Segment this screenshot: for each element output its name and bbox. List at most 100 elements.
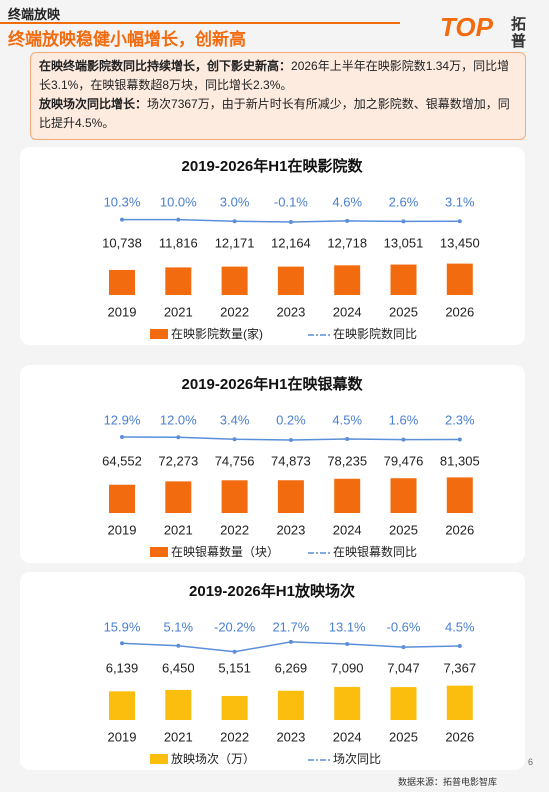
chart-title: 2019-2026年H1在映影院数 (182, 157, 364, 175)
line-label: 1.6% (389, 412, 419, 427)
logo-text: 拓普 (511, 16, 527, 50)
x-tick-label: 2019 (108, 522, 137, 537)
bar-label: 11,816 (159, 235, 198, 250)
line-label: -20.2% (214, 619, 256, 634)
bar-label: 12,164 (271, 235, 311, 250)
divider (0, 22, 400, 24)
bar (221, 480, 248, 513)
line-marker (457, 219, 462, 224)
bar-label: 79,476 (384, 453, 424, 468)
bar-label: 72,273 (158, 453, 198, 468)
x-tick-label: 2025 (389, 522, 418, 537)
line-label: 5.1% (163, 619, 193, 634)
line-marker (232, 649, 237, 654)
summary-paragraph: 放映场次同比增长：场次7367万，由于新片时长有所减少，加之影院数、银幕数增加，… (39, 95, 517, 133)
bar (165, 481, 192, 513)
line-marker (176, 435, 181, 440)
x-tick-label: 2025 (389, 304, 418, 319)
bar (221, 695, 248, 720)
logo: TOP (440, 12, 493, 42)
line-marker (120, 434, 124, 439)
bar (165, 689, 192, 720)
bar (334, 265, 361, 295)
section-label: 终端放映 (8, 7, 61, 22)
chart-card (20, 147, 525, 345)
bar (390, 687, 417, 720)
line-label: 4.6% (332, 194, 362, 209)
line-label: 15.9% (104, 619, 141, 634)
bar-label: 74,756 (215, 453, 255, 468)
bar-label: 78,235 (327, 453, 367, 468)
line-label: 10.0% (160, 194, 197, 209)
x-tick-label: 2019 (108, 304, 137, 319)
line-label: 12.0% (160, 412, 197, 427)
line-label: -0.6% (387, 619, 421, 634)
line-label: -0.1% (274, 194, 308, 209)
legend-label: 场次同比 (333, 752, 381, 766)
legend-label: 在映银幕数同比 (333, 544, 417, 559)
source: 数据来源：拓普电影智库 (398, 777, 498, 787)
line-label: 3.1% (445, 194, 475, 209)
bar-label: 12,718 (327, 235, 367, 250)
x-tick-label: 2023 (276, 304, 305, 319)
summary-text: 场次7367万，由于新片时长有所减少，加之影院数、银幕数增加，同比提升4.5%。 (39, 97, 510, 130)
x-tick-label: 2026 (445, 522, 474, 537)
x-tick-label: 2024 (333, 729, 362, 744)
line-marker (345, 641, 350, 646)
x-tick-label: 2019 (108, 729, 137, 744)
line-marker (120, 641, 124, 646)
summary-box: 在映终端影院数同比持续增长，创下影史新高：2026年上半年在映影院数1.34万，… (30, 52, 526, 140)
x-tick-label: 2023 (276, 522, 305, 537)
legend-label: 在映银幕数量（块） (171, 544, 279, 559)
legend-swatch (150, 329, 168, 339)
bar (109, 269, 135, 295)
chart-title: 2019-2026年H1在映银幕数 (182, 375, 364, 393)
x-tick-label: 2022 (220, 304, 249, 319)
line-label: 12.9% (104, 412, 141, 427)
line-marker (457, 643, 462, 648)
bar (109, 691, 135, 720)
bar (390, 478, 417, 513)
chart-title: 2019-2026年H1放映场次 (189, 582, 355, 600)
line-marker (232, 437, 237, 442)
line-label: 2.6% (389, 194, 419, 209)
x-tick-label: 2026 (445, 304, 474, 319)
bar-label: 10,738 (102, 235, 142, 250)
line-marker (176, 217, 181, 222)
bar (221, 266, 248, 295)
line-marker (401, 219, 406, 224)
summary-paragraph: 在映终端影院数同比持续增长，创下影史新高：2026年上半年在映影院数1.34万，… (39, 57, 517, 95)
bar (334, 686, 361, 720)
line-marker (401, 437, 406, 442)
page-title: 终端放映稳健小幅增长，创新高 (8, 30, 246, 49)
summary-lead: 在映终端影院数同比持续增长，创下影史新高： (39, 59, 292, 73)
summary-text: 2026年上半年在映影院数1.34万，同比增长3.1%，在映银幕数超8万块，同比… (39, 59, 510, 92)
chart-card (20, 365, 525, 563)
legend-label: 在映影院数量(家) (171, 326, 263, 341)
line-marker (120, 217, 124, 222)
legend-label: 在映影院数同比 (333, 326, 417, 341)
bar-label: 6,450 (162, 660, 195, 675)
x-tick-label: 2026 (445, 729, 474, 744)
line-marker (457, 437, 462, 442)
chart-card (20, 572, 525, 770)
bar-label: 13,051 (384, 235, 424, 250)
line-label: 4.5% (445, 619, 475, 634)
x-tick-label: 2021 (164, 522, 193, 537)
x-tick-label: 2021 (164, 304, 193, 319)
bar (165, 267, 192, 295)
legend-swatch (150, 547, 168, 557)
line-marker (345, 218, 350, 223)
bar-label: 5,151 (218, 660, 251, 675)
x-tick-label: 2021 (164, 729, 193, 744)
bar (109, 484, 135, 513)
x-tick-label: 2024 (333, 522, 362, 537)
bar (446, 685, 473, 720)
line-marker (345, 436, 350, 441)
line-label: 2.3% (445, 412, 475, 427)
line-marker (288, 639, 293, 644)
line-label: 0.2% (276, 412, 306, 427)
line-marker (176, 643, 181, 648)
